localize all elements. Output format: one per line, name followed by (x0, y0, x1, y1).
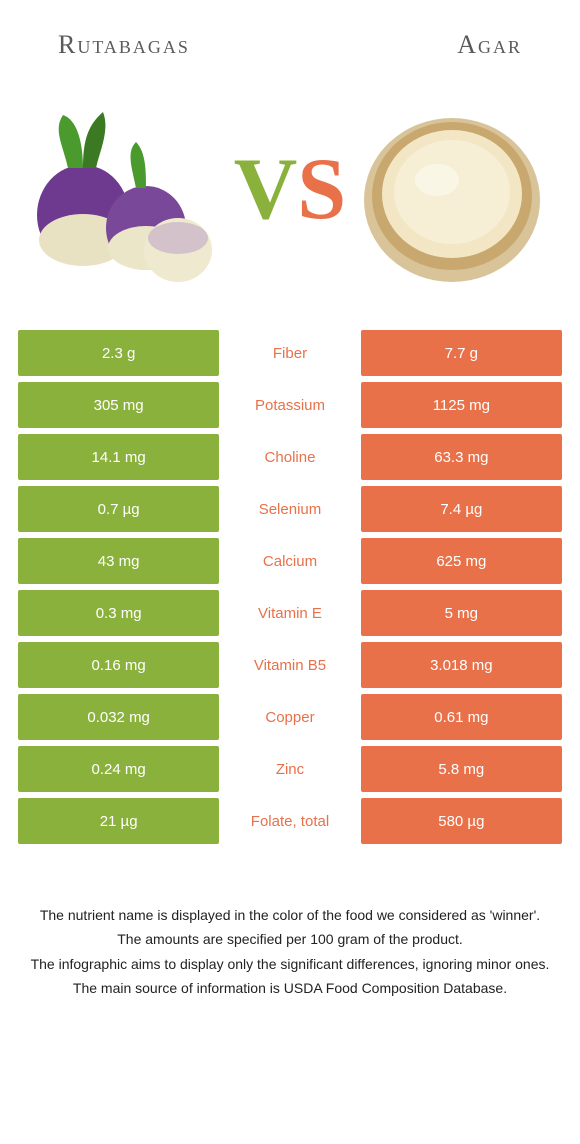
nutrient-label: Zinc (219, 746, 360, 792)
footnote-line: The nutrient name is displayed in the co… (28, 904, 552, 926)
right-value: 7.4 µg (361, 486, 562, 532)
table-row: 2.3 gFiber7.7 g (18, 330, 562, 376)
left-value: 305 mg (18, 382, 219, 428)
vs-label: V S (234, 146, 347, 234)
table-row: 0.032 mgCopper0.61 mg (18, 694, 562, 740)
left-value: 21 µg (18, 798, 219, 844)
table-row: 14.1 mgCholine63.3 mg (18, 434, 562, 480)
table-row: 0.16 mgVitamin B53.018 mg (18, 642, 562, 688)
rutabaga-image (28, 90, 228, 290)
left-value: 43 mg (18, 538, 219, 584)
footnotes: The nutrient name is displayed in the co… (18, 904, 562, 1000)
left-value: 0.16 mg (18, 642, 219, 688)
right-value: 5 mg (361, 590, 562, 636)
table-row: 305 mgPotassium1125 mg (18, 382, 562, 428)
nutrient-label: Selenium (219, 486, 360, 532)
nutrient-label: Calcium (219, 538, 360, 584)
table-row: 21 µgFolate, total580 µg (18, 798, 562, 844)
footnote-line: The amounts are specified per 100 gram o… (28, 928, 552, 950)
agar-image (352, 90, 552, 290)
food-titles: Rutabagas Agar (18, 30, 562, 80)
left-value: 0.3 mg (18, 590, 219, 636)
footnote-line: The main source of information is USDA F… (28, 977, 552, 999)
right-value: 0.61 mg (361, 694, 562, 740)
right-value: 7.7 g (361, 330, 562, 376)
nutrient-label: Folate, total (219, 798, 360, 844)
hero-row: V S (18, 80, 562, 300)
left-value: 0.24 mg (18, 746, 219, 792)
vs-s: S (297, 146, 346, 234)
right-value: 625 mg (361, 538, 562, 584)
table-row: 43 mgCalcium625 mg (18, 538, 562, 584)
left-value: 0.7 µg (18, 486, 219, 532)
nutrient-table: 2.3 gFiber7.7 g 305 mgPotassium1125 mg 14.… (18, 330, 562, 844)
table-row: 0.24 mgZinc5.8 mg (18, 746, 562, 792)
nutrient-label: Vitamin B5 (219, 642, 360, 688)
left-value: 0.032 mg (18, 694, 219, 740)
table-row: 0.3 mgVitamin E5 mg (18, 590, 562, 636)
right-value: 580 µg (361, 798, 562, 844)
nutrient-label: Potassium (219, 382, 360, 428)
right-value: 5.8 mg (361, 746, 562, 792)
nutrient-label: Fiber (219, 330, 360, 376)
right-value: 1125 mg (361, 382, 562, 428)
nutrient-label: Vitamin E (219, 590, 360, 636)
footnote-line: The infographic aims to display only the… (28, 953, 552, 975)
right-food-title: Agar (457, 30, 522, 60)
vs-v: V (234, 146, 298, 234)
right-value: 63.3 mg (361, 434, 562, 480)
left-value: 2.3 g (18, 330, 219, 376)
right-value: 3.018 mg (361, 642, 562, 688)
nutrient-label: Copper (219, 694, 360, 740)
left-value: 14.1 mg (18, 434, 219, 480)
table-row: 0.7 µgSelenium7.4 µg (18, 486, 562, 532)
left-food-title: Rutabagas (58, 30, 190, 60)
nutrient-label: Choline (219, 434, 360, 480)
